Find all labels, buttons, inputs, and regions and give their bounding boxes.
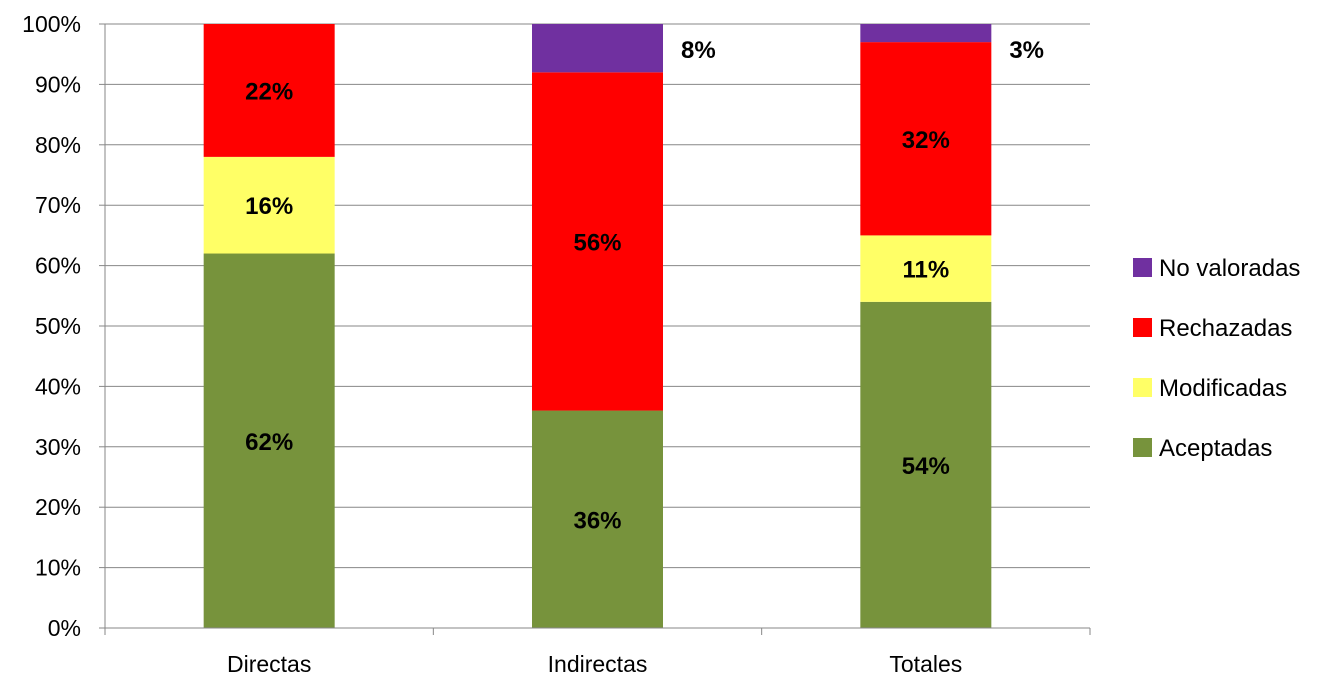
legend: No valoradas Rechazadas Modificadas Aceptad… (1133, 255, 1300, 462)
y-axis-tick-labels: 0% 10% 20% 30% 40% 50% 60% 70% 80% 90% 100% (22, 11, 81, 641)
bar-segment-no-valoradas-indirectas (532, 24, 663, 73)
bar-segment-rechazadas-directas (203, 24, 335, 157)
bar-segment-rechazadas-indirectas (532, 72, 663, 411)
data-label: 3% (1009, 37, 1044, 64)
x-tick-label: Totales (889, 651, 962, 677)
legend-swatch (1133, 438, 1152, 457)
data-label: 62% (245, 429, 293, 456)
legend-label: Aceptadas (1159, 435, 1272, 462)
data-label: 11% (902, 257, 949, 284)
bar-segment-rechazadas-totales (860, 42, 992, 236)
x-tick-label: Indirectas (548, 651, 648, 677)
data-label: 8% (681, 37, 716, 64)
y-tick-label: 80% (35, 132, 81, 158)
legend-swatch (1133, 378, 1152, 397)
bar-segment-aceptadas-indirectas (532, 410, 663, 628)
data-label: 56% (573, 229, 621, 256)
bar-segment-aceptadas-totales (860, 301, 992, 628)
data-label: 36% (573, 507, 621, 534)
y-tick-label: 30% (35, 434, 81, 460)
bar-segment-aceptadas-directas (203, 253, 335, 628)
y-tick-label: 90% (35, 71, 81, 97)
y-tick-label: 40% (35, 373, 81, 399)
data-label: 16% (245, 193, 293, 220)
bars (203, 24, 992, 628)
y-tick-label: 100% (22, 11, 81, 37)
data-label: 22% (245, 78, 293, 105)
legend-swatch (1133, 258, 1152, 277)
legend-label: Rechazadas (1159, 315, 1292, 342)
legend-label: Modificadas (1159, 375, 1287, 402)
x-axis-tick-labels: Directas Indirectas Totales (227, 651, 962, 677)
y-tick-label: 20% (35, 494, 81, 520)
data-labels: 62% 16% 22% 36% 56% 8% 54% 11% 32% 3% (245, 37, 1044, 534)
y-tick-label: 50% (35, 313, 81, 339)
y-tick-label: 60% (35, 253, 81, 279)
y-tick-label: 0% (48, 615, 81, 641)
data-label: 32% (902, 127, 950, 154)
y-tick-label: 70% (35, 192, 81, 218)
bar-segment-no-valoradas-totales (860, 24, 992, 43)
data-label: 54% (902, 453, 950, 480)
x-tick-label: Directas (227, 651, 311, 677)
bar-segment-modificadas-directas (203, 156, 335, 254)
bar-segment-modificadas-totales (860, 235, 992, 302)
y-tick-label: 10% (35, 555, 81, 581)
legend-label: No valoradas (1159, 255, 1300, 282)
axes (99, 23, 1091, 635)
legend-swatch (1133, 318, 1152, 337)
